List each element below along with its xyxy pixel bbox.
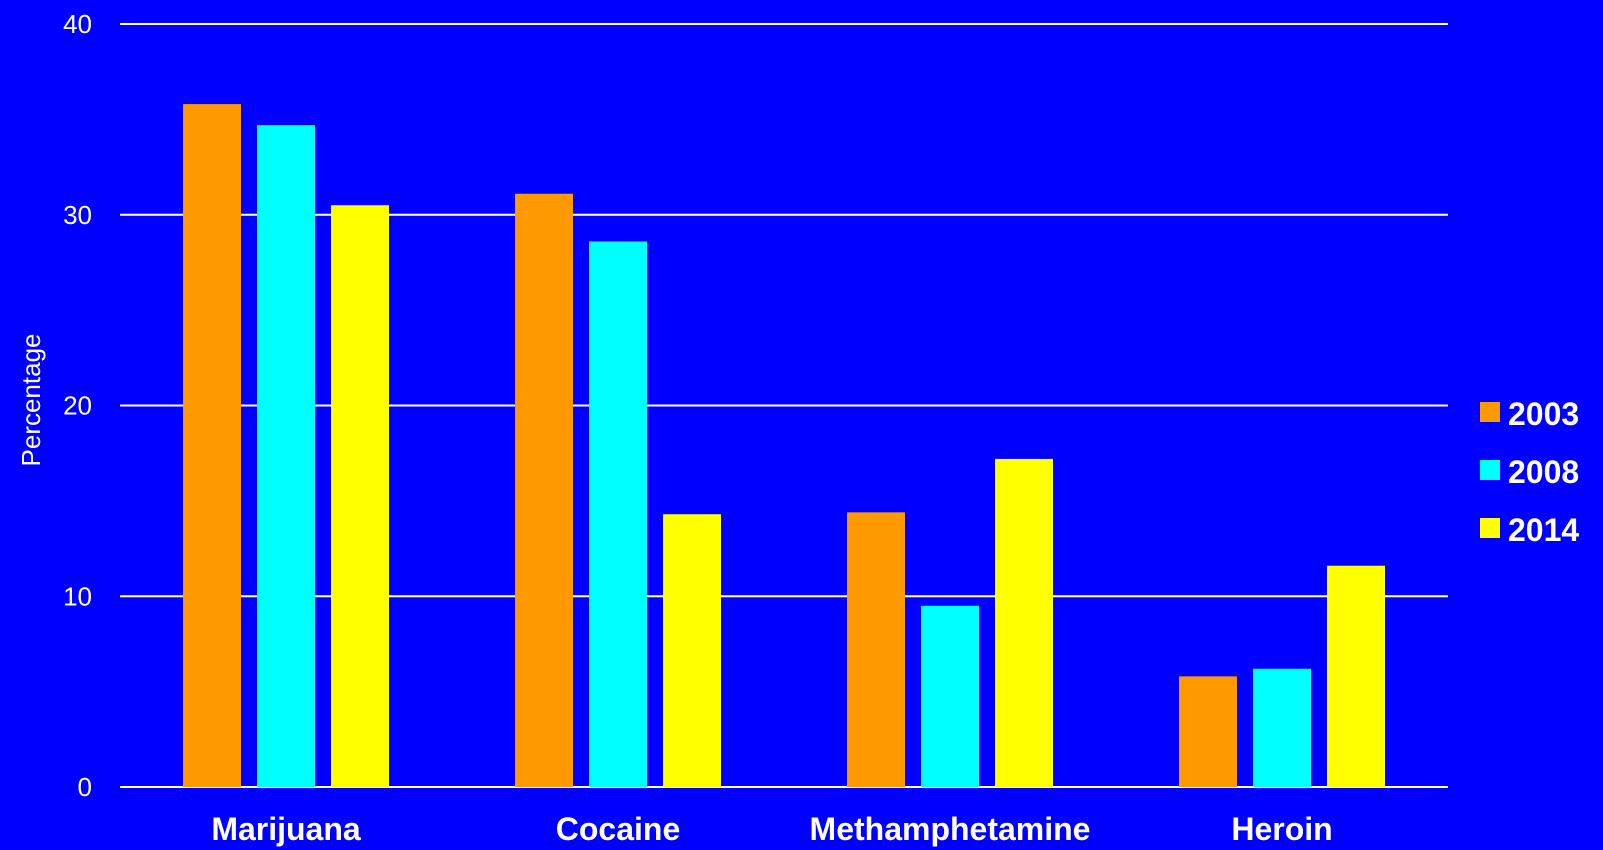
legend-label: 2003: [1508, 396, 1579, 432]
x-category-label: Marijuana: [211, 811, 361, 847]
bar-2014-methamphetamine: [995, 458, 1053, 787]
y-tick-label: 10: [63, 581, 92, 611]
legend-label: 2014: [1508, 512, 1579, 548]
bar-2008-methamphetamine: [921, 605, 979, 787]
x-axis-categories: Marijuana Cocaine Methamphetamine Heroin: [211, 811, 1332, 847]
gridlines: [120, 23, 1448, 788]
bar-2008-cocaine: [589, 241, 647, 787]
bar-2003-cocaine: [515, 193, 573, 787]
legend-swatch: [1480, 518, 1500, 538]
bar-2003-methamphetamine: [847, 512, 905, 787]
bar-2008-marijuana: [257, 125, 315, 787]
bar-2003-marijuana: [183, 104, 241, 788]
y-tick-label: 40: [63, 9, 92, 39]
legend-label: 2008: [1508, 454, 1579, 490]
bar-2008-heroin: [1253, 668, 1311, 787]
bar-2014-heroin: [1327, 565, 1385, 787]
y-axis-ticks: 0 10 20 30 40: [63, 9, 92, 802]
bars: [183, 104, 1385, 788]
bar-2003-heroin: [1179, 676, 1237, 787]
y-tick-label: 0: [78, 772, 92, 802]
bar-2014-marijuana: [331, 205, 389, 787]
x-category-label: Heroin: [1231, 811, 1332, 847]
y-axis-label: Percentage: [16, 334, 46, 467]
legend: 2003 2008 2014: [1480, 396, 1579, 548]
x-category-label: Methamphetamine: [810, 811, 1091, 847]
x-category-label: Cocaine: [556, 811, 680, 847]
bar-2014-cocaine: [663, 514, 721, 787]
legend-swatch: [1480, 402, 1500, 422]
legend-swatch: [1480, 460, 1500, 480]
y-tick-label: 20: [63, 391, 92, 421]
y-tick-label: 30: [63, 200, 92, 230]
